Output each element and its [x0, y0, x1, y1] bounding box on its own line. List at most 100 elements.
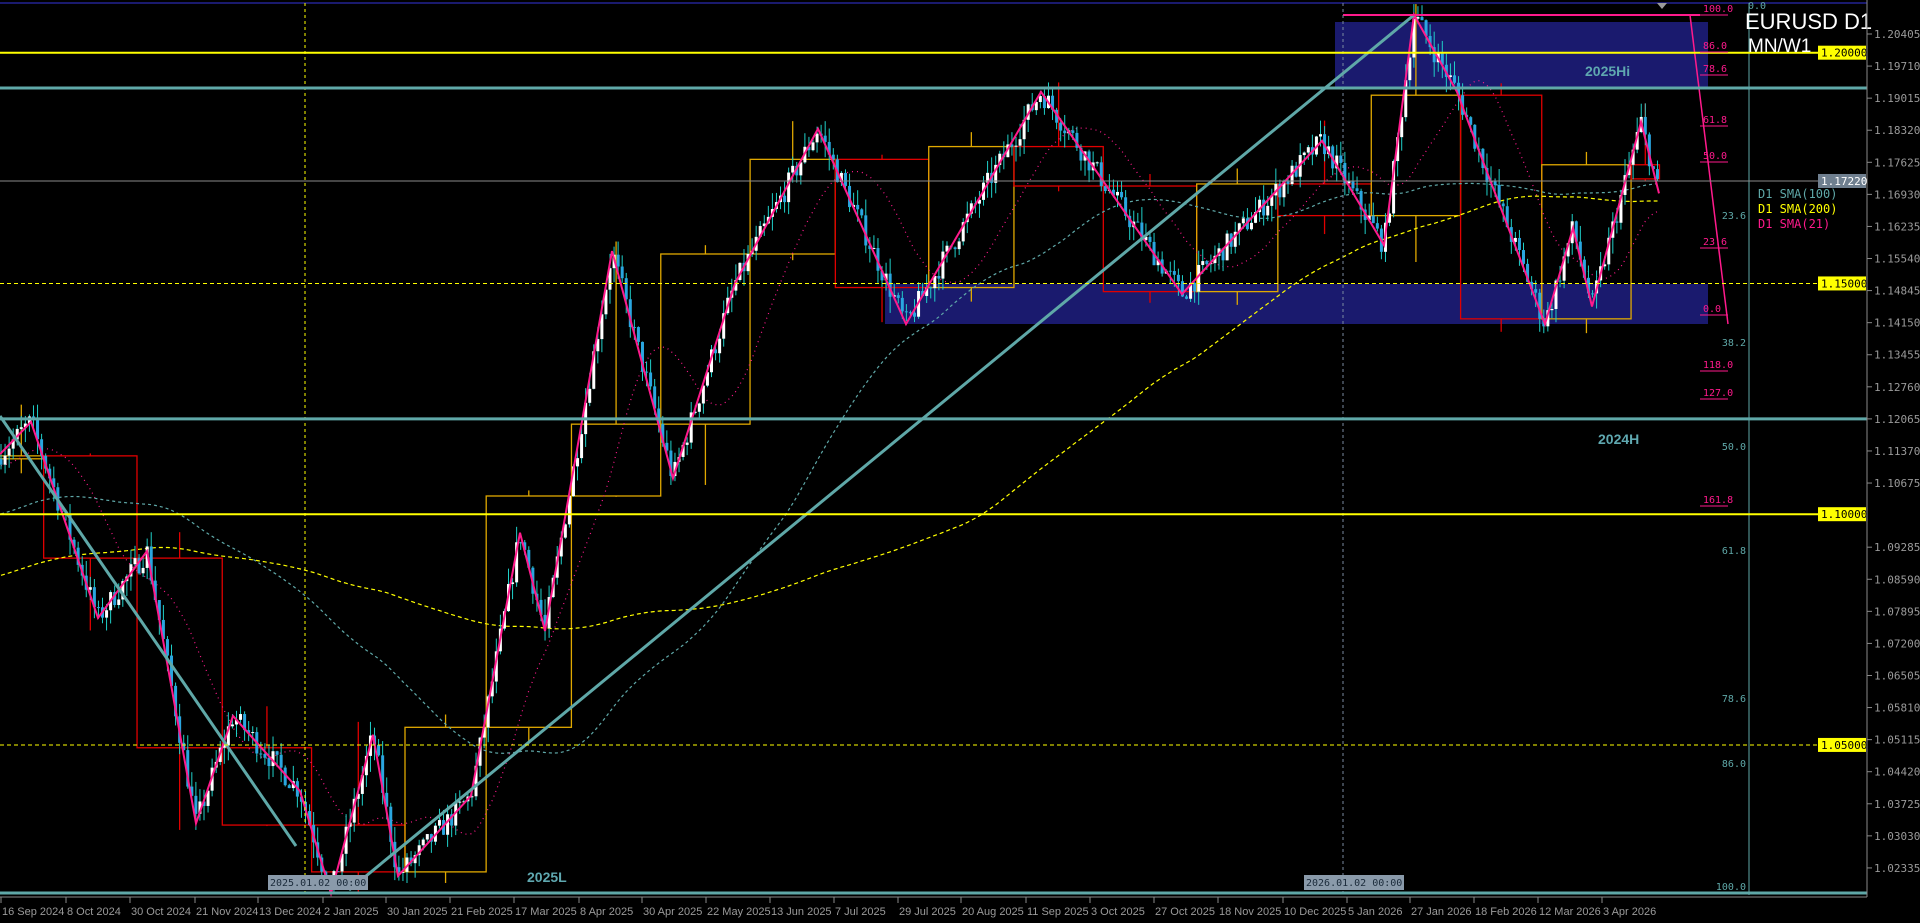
candle[interactable]: [1335, 144, 1339, 182]
candle[interactable]: [1095, 161, 1099, 167]
price-level-tag[interactable]: [1818, 507, 1866, 522]
candle[interactable]: [222, 729, 226, 764]
candle[interactable]: [783, 181, 787, 213]
candle[interactable]: [868, 237, 872, 263]
candle[interactable]: [190, 772, 194, 797]
candle[interactable]: [389, 802, 393, 855]
candle[interactable]: [1655, 160, 1659, 182]
candle[interactable]: [1201, 249, 1205, 274]
candle[interactable]: [636, 326, 640, 346]
candle[interactable]: [860, 208, 864, 219]
candle[interactable]: [701, 384, 705, 414]
candle[interactable]: [986, 160, 990, 198]
candle[interactable]: [133, 545, 137, 569]
candle[interactable]: [957, 237, 961, 255]
candle[interactable]: [620, 255, 624, 283]
candle[interactable]: [872, 235, 876, 250]
candle[interactable]: [941, 240, 945, 290]
candle[interactable]: [1014, 136, 1018, 162]
candle[interactable]: [474, 752, 478, 801]
candle[interactable]: [1591, 290, 1595, 298]
candle[interactable]: [364, 745, 368, 787]
candle[interactable]: [710, 344, 713, 378]
candle[interactable]: [1042, 89, 1046, 115]
candle[interactable]: [1136, 212, 1140, 223]
price-level-tag[interactable]: [1818, 276, 1866, 291]
candle[interactable]: [198, 789, 202, 821]
candle[interactable]: [1197, 250, 1201, 305]
candle[interactable]: [669, 440, 673, 485]
candle[interactable]: [1440, 40, 1444, 79]
candle[interactable]: [563, 523, 567, 539]
candle[interactable]: [0, 443, 3, 470]
candle[interactable]: [1282, 179, 1286, 207]
candle[interactable]: [1063, 114, 1067, 148]
candle[interactable]: [543, 599, 547, 641]
candle[interactable]: [239, 706, 243, 723]
candle[interactable]: [137, 554, 141, 575]
price-level-tag[interactable]: [1818, 45, 1866, 60]
candle[interactable]: [1168, 261, 1172, 285]
candle[interactable]: [1424, 19, 1428, 44]
candle[interactable]: [462, 799, 466, 803]
candle[interactable]: [279, 743, 283, 783]
candle[interactable]: [1193, 282, 1197, 303]
candle[interactable]: [1233, 221, 1237, 254]
candle[interactable]: [1189, 271, 1193, 303]
candle[interactable]: [1306, 145, 1310, 160]
candle[interactable]: [450, 808, 454, 838]
candle[interactable]: [1432, 31, 1436, 77]
candle[interactable]: [1010, 132, 1014, 156]
candle[interactable]: [511, 578, 515, 600]
candle[interactable]: [969, 200, 973, 219]
candle[interactable]: [1075, 126, 1079, 151]
candle[interactable]: [519, 541, 523, 550]
candle[interactable]: [1355, 176, 1359, 195]
candle[interactable]: [1120, 180, 1124, 200]
candle[interactable]: [234, 710, 238, 737]
candle[interactable]: [1176, 268, 1180, 296]
candle[interactable]: [649, 359, 653, 390]
candle[interactable]: [1099, 156, 1103, 192]
candle[interactable]: [1534, 280, 1538, 308]
candle[interactable]: [437, 808, 441, 829]
candle[interactable]: [161, 605, 165, 640]
candle[interactable]: [961, 218, 965, 246]
candle[interactable]: [994, 155, 998, 194]
candle[interactable]: [1124, 190, 1128, 221]
candle[interactable]: [1302, 151, 1306, 165]
candle[interactable]: [1607, 227, 1611, 271]
candle[interactable]: [446, 804, 450, 847]
candle[interactable]: [888, 258, 892, 313]
candle[interactable]: [738, 262, 742, 282]
candle[interactable]: [1034, 100, 1038, 116]
candle[interactable]: [243, 711, 247, 741]
candle[interactable]: [1274, 168, 1278, 210]
candle[interactable]: [1452, 61, 1456, 85]
candle[interactable]: [1400, 113, 1404, 151]
candle[interactable]: [1550, 302, 1554, 319]
candle[interactable]: [864, 199, 868, 254]
candle[interactable]: [263, 743, 267, 765]
trendline-up[interactable]: [348, 13, 1415, 892]
candle[interactable]: [202, 789, 206, 821]
price-level-tag[interactable]: [1818, 737, 1866, 752]
candle[interactable]: [267, 745, 271, 780]
candle[interactable]: [1221, 247, 1225, 272]
candle[interactable]: [1022, 105, 1026, 154]
candle[interactable]: [904, 304, 908, 322]
candle[interactable]: [665, 430, 669, 456]
candle[interactable]: [929, 286, 933, 299]
candle[interactable]: [377, 739, 381, 757]
zone-support[interactable]: [885, 284, 1708, 324]
candle[interactable]: [1501, 201, 1505, 222]
candle[interactable]: [1343, 151, 1347, 196]
candle[interactable]: [685, 437, 689, 456]
zone-2025-high[interactable]: [1335, 22, 1708, 88]
candle[interactable]: [1339, 141, 1343, 175]
candle[interactable]: [174, 682, 178, 726]
candle[interactable]: [271, 736, 275, 778]
candle[interactable]: [1051, 86, 1055, 121]
candle[interactable]: [795, 161, 799, 183]
